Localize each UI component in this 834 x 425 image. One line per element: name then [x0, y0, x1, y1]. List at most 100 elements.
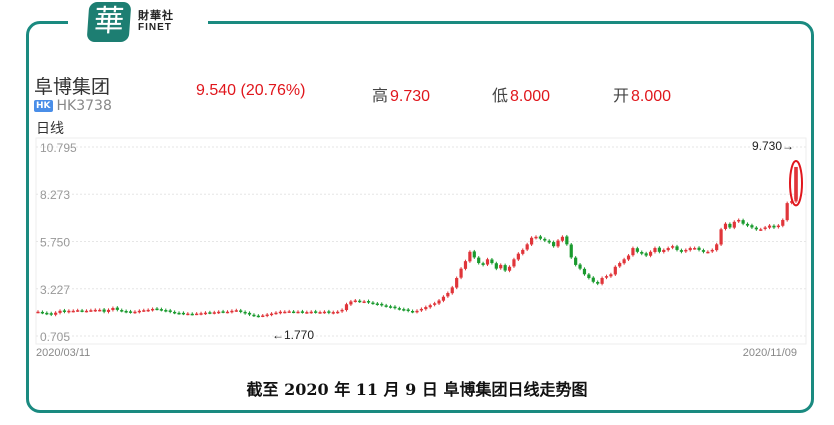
candle-body — [353, 300, 357, 303]
candle-body — [327, 311, 331, 313]
logo-cn: 財華社 — [138, 9, 174, 22]
candle-body — [679, 250, 684, 252]
candle-body — [433, 303, 437, 305]
candle-body — [168, 310, 172, 312]
candle-body — [54, 312, 58, 315]
candle-body — [644, 253, 648, 256]
candle-body — [80, 310, 84, 312]
candle-body — [362, 301, 366, 303]
y-tick-label: 10.795 — [40, 141, 77, 155]
candle-body — [710, 249, 714, 252]
candle-body — [776, 225, 780, 228]
candle-body — [490, 259, 494, 264]
candle-body — [340, 309, 344, 312]
candle-body — [556, 240, 560, 247]
candle-body — [380, 303, 384, 306]
candle-body — [344, 304, 349, 311]
candle-body — [371, 302, 375, 305]
candle-body — [159, 309, 163, 311]
stock-name: 阜博集团 — [34, 76, 111, 98]
candle-body — [767, 225, 772, 228]
candle-body — [446, 293, 450, 297]
candle-body — [631, 248, 635, 256]
candle-body — [745, 223, 750, 226]
y-tick-label: 8.273 — [40, 188, 70, 202]
candle-body — [265, 314, 269, 317]
candle-body — [754, 227, 758, 230]
candle-body — [76, 310, 80, 312]
candle-body — [441, 296, 446, 301]
candle-body — [737, 219, 741, 222]
candle-body — [366, 301, 371, 303]
high-label: 高 — [372, 88, 389, 105]
candle-body — [322, 311, 327, 314]
candle-body — [750, 225, 754, 228]
candle-body — [89, 310, 93, 312]
candle-body — [221, 311, 225, 313]
candle-body — [67, 310, 71, 313]
candle-body — [521, 249, 525, 254]
low-quote: 低 8.000 — [492, 82, 550, 106]
candle-body — [58, 310, 62, 313]
candle-body — [538, 236, 542, 239]
candle-body — [146, 309, 150, 312]
y-tick-label: 5.750 — [40, 236, 70, 250]
candle-body — [106, 309, 111, 312]
candle-body — [199, 313, 203, 315]
candle-body — [715, 244, 719, 251]
candle-body — [128, 311, 133, 313]
candle-body — [84, 310, 89, 313]
candle-body — [657, 247, 661, 252]
low-annotation: ←1.770 — [272, 328, 314, 342]
candle-body — [296, 311, 300, 314]
candle-body — [481, 263, 485, 265]
y-tick-label: 0.705 — [40, 330, 70, 344]
candle-body — [618, 263, 622, 267]
candle-body — [459, 268, 463, 278]
candle-body — [591, 277, 595, 282]
candle-body — [635, 248, 639, 252]
candle-body — [512, 259, 516, 267]
content-frame — [26, 21, 814, 413]
high-value: 9.730 — [390, 88, 431, 105]
logo-en: FINET — [138, 22, 172, 33]
candle-body — [494, 263, 498, 269]
candle-body — [534, 236, 538, 239]
open-label: 开 — [613, 88, 630, 105]
candle-body — [543, 238, 547, 241]
candle-body — [613, 266, 617, 275]
candle-body — [468, 251, 472, 262]
candle-body — [388, 306, 393, 308]
candle-body — [789, 201, 794, 203]
candle-body — [93, 309, 97, 312]
latest-candle — [794, 166, 798, 200]
candle-body — [208, 312, 212, 314]
candle-body — [49, 313, 53, 315]
candle-body — [164, 310, 168, 312]
market-badge: HK — [34, 100, 53, 112]
candle-body — [759, 229, 763, 231]
candle-body — [155, 308, 159, 311]
candle-body — [507, 266, 512, 271]
candle-body — [406, 309, 410, 311]
candle-body — [102, 309, 106, 312]
candle-body — [177, 312, 181, 315]
candle-body — [274, 312, 278, 315]
candle-body — [732, 221, 736, 228]
candle-body — [397, 308, 401, 310]
x-tick-end: 2020/11/09 — [743, 347, 797, 359]
candle-body — [596, 281, 600, 284]
candle-body — [772, 225, 776, 228]
period-label: 日线 — [36, 121, 64, 137]
open-quote: 开 8.000 — [613, 82, 671, 106]
candle-body — [71, 310, 75, 313]
candle-body — [314, 311, 318, 313]
candle-body — [626, 255, 631, 260]
candle-body — [234, 310, 238, 312]
stock-code: HK HK3738 — [34, 98, 112, 114]
candle-body — [472, 251, 476, 258]
candle-body — [587, 274, 591, 279]
candle-body — [336, 311, 340, 314]
candle-body — [622, 259, 626, 264]
